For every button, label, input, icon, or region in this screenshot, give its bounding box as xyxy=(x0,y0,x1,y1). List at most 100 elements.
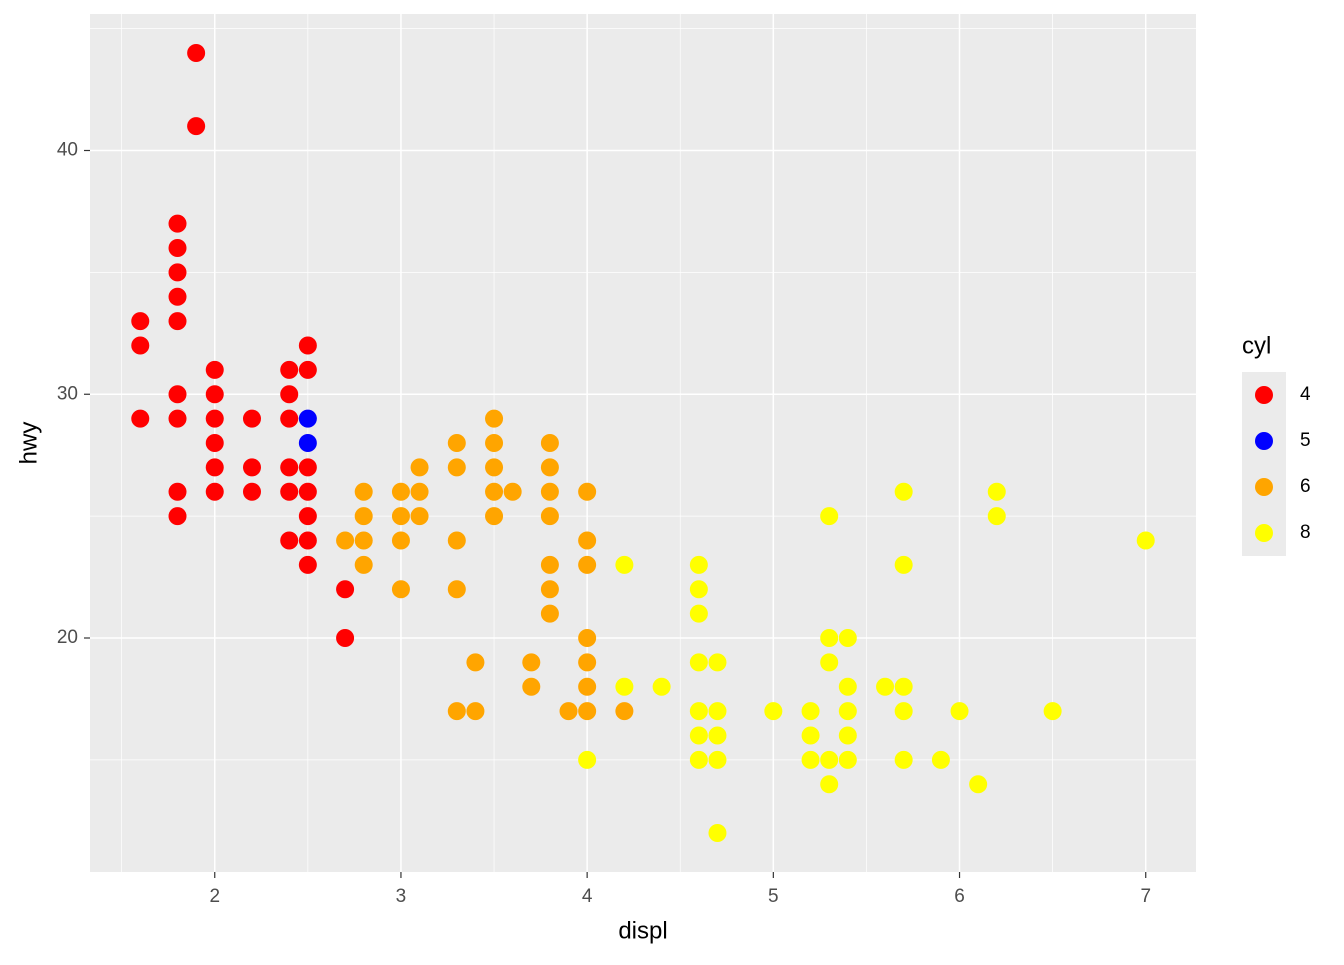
point xyxy=(540,555,559,574)
point xyxy=(298,555,317,574)
point xyxy=(336,629,355,647)
point xyxy=(205,482,224,501)
point xyxy=(242,482,261,501)
point xyxy=(354,507,373,526)
point xyxy=(503,482,522,501)
point xyxy=(838,629,857,647)
point xyxy=(578,702,597,721)
point xyxy=(540,434,559,452)
point xyxy=(689,750,708,769)
point xyxy=(391,531,410,550)
point xyxy=(131,409,150,428)
point xyxy=(168,312,187,331)
point xyxy=(838,726,857,745)
point xyxy=(391,482,410,501)
x-tick-label: 2 xyxy=(209,886,220,907)
legend-label: 5 xyxy=(1300,430,1311,451)
point xyxy=(485,458,504,477)
point xyxy=(485,409,504,428)
point xyxy=(410,482,429,501)
legend-label: 8 xyxy=(1300,522,1311,543)
point xyxy=(689,555,708,574)
x-tick-label: 3 xyxy=(396,886,407,907)
point xyxy=(894,750,913,769)
point xyxy=(391,507,410,526)
point xyxy=(652,677,671,696)
point xyxy=(1043,702,1062,721)
panel xyxy=(90,14,1196,872)
point xyxy=(205,434,224,452)
point xyxy=(708,702,727,721)
point xyxy=(540,458,559,477)
point xyxy=(838,750,857,769)
x-tick-label: 6 xyxy=(954,886,965,907)
point xyxy=(689,653,708,672)
point xyxy=(578,555,597,574)
point xyxy=(578,653,597,672)
point xyxy=(205,458,224,477)
point xyxy=(280,482,299,501)
point xyxy=(447,434,466,452)
point xyxy=(298,360,317,379)
point xyxy=(764,702,783,721)
point xyxy=(168,482,187,501)
point xyxy=(466,653,485,672)
point xyxy=(336,580,355,599)
point xyxy=(410,458,429,477)
point xyxy=(987,507,1006,526)
point xyxy=(187,44,206,62)
point xyxy=(540,580,559,599)
point xyxy=(168,214,187,233)
point xyxy=(131,312,150,331)
point xyxy=(298,531,317,550)
point xyxy=(1136,531,1155,550)
point xyxy=(578,677,597,696)
legend-title: cyl xyxy=(1242,332,1271,359)
point xyxy=(485,482,504,501)
point xyxy=(708,824,727,842)
point xyxy=(820,629,839,647)
point xyxy=(801,702,820,721)
point xyxy=(187,117,206,136)
point xyxy=(615,677,634,696)
point xyxy=(820,750,839,769)
x-tick-label: 7 xyxy=(1140,886,1151,907)
point xyxy=(168,507,187,526)
point xyxy=(894,482,913,501)
point xyxy=(447,702,466,721)
point xyxy=(522,653,541,672)
legend-key xyxy=(1255,386,1273,404)
point xyxy=(838,702,857,721)
y-tick-label: 40 xyxy=(57,140,78,161)
point xyxy=(485,507,504,526)
point xyxy=(820,507,839,526)
point xyxy=(168,409,187,428)
point xyxy=(391,580,410,599)
point xyxy=(578,750,597,769)
point xyxy=(578,629,597,647)
point xyxy=(801,750,820,769)
legend-key xyxy=(1255,524,1273,542)
point xyxy=(205,385,224,404)
point xyxy=(894,555,913,574)
point xyxy=(298,458,317,477)
point xyxy=(950,702,969,721)
point xyxy=(540,507,559,526)
point xyxy=(298,434,317,452)
point xyxy=(354,555,373,574)
point xyxy=(447,580,466,599)
point xyxy=(969,775,988,794)
point xyxy=(708,726,727,745)
point xyxy=(876,677,895,696)
point xyxy=(205,360,224,379)
point xyxy=(168,239,187,257)
point xyxy=(447,531,466,550)
point xyxy=(708,750,727,769)
point xyxy=(280,360,299,379)
point xyxy=(280,531,299,550)
point xyxy=(540,604,559,623)
point xyxy=(354,531,373,550)
point xyxy=(280,409,299,428)
point xyxy=(689,580,708,599)
